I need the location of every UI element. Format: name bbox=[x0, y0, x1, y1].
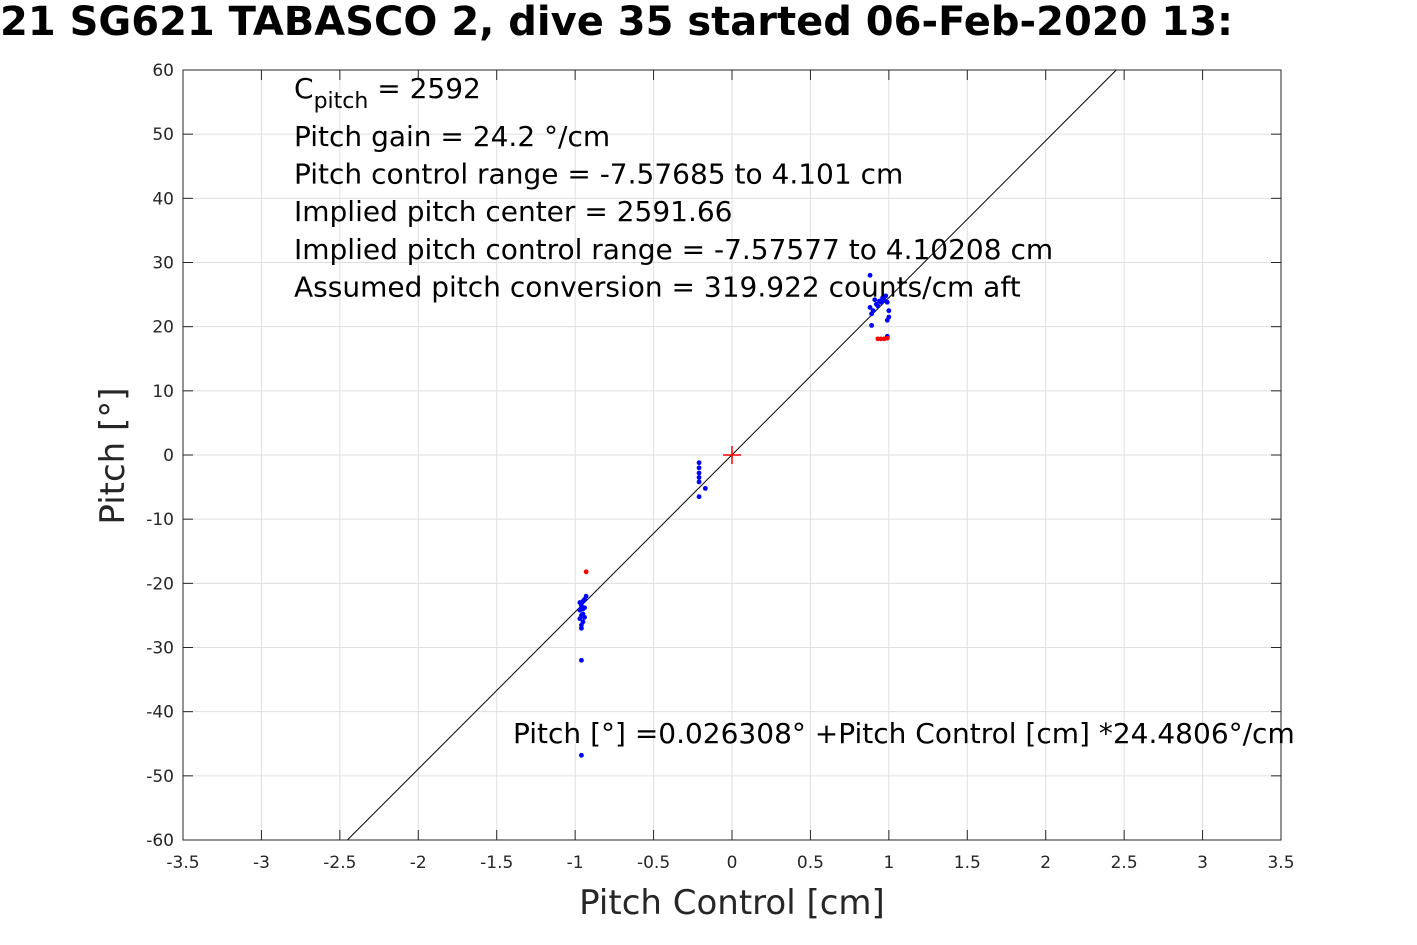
y-tick-label: 50 bbox=[152, 125, 174, 145]
y-tick-label: 30 bbox=[152, 254, 174, 274]
blue-data-point bbox=[696, 479, 702, 485]
y-tick-label: 10 bbox=[152, 382, 174, 402]
blue-data-point bbox=[881, 297, 887, 303]
blue-data-point bbox=[875, 303, 881, 309]
blue-data-point bbox=[883, 293, 889, 299]
blue-data-point bbox=[580, 598, 586, 604]
cpitch-letter: C bbox=[294, 72, 314, 105]
blue-data-point bbox=[696, 460, 702, 466]
x-tick-label: -1.5 bbox=[480, 853, 513, 873]
fit-equation: Pitch [°] =0.026308° +Pitch Control [cm]… bbox=[513, 717, 1295, 750]
blue-data-point bbox=[577, 607, 583, 613]
blue-data-point bbox=[579, 622, 584, 628]
blue-data-point bbox=[696, 475, 702, 480]
x-tick-label: -3.5 bbox=[166, 853, 199, 873]
annotation-line: Implied pitch control range = -7.57577 t… bbox=[294, 233, 1053, 266]
y-axis-label: Pitch [°] bbox=[93, 387, 133, 524]
y-tick-label: -60 bbox=[146, 831, 174, 851]
blue-data-point bbox=[579, 752, 584, 758]
blue-data-point bbox=[582, 614, 587, 620]
cpitch-annotation: Cpitch = 2592 bbox=[294, 72, 481, 114]
red-data-point bbox=[884, 335, 890, 341]
blue-data-point bbox=[583, 593, 589, 599]
x-tick-label: 0 bbox=[727, 853, 738, 873]
blue-data-point bbox=[886, 308, 892, 314]
y-tick-label: -40 bbox=[146, 703, 174, 723]
x-tick-label: 0.5 bbox=[797, 853, 824, 873]
x-axis-ticks: -3.5 -3 -2.5 -2 -1.5 -1 -0.5 0 0.5 1 1.5 2 2.5 3 3.5 bbox=[166, 70, 1295, 873]
blue-data-point bbox=[872, 297, 878, 303]
blue-data-point bbox=[867, 305, 873, 310]
x-tick-label: 3 bbox=[1197, 853, 1208, 873]
chart-title: 21 SG621 TABASCO 2, dive 35 started 06-F… bbox=[0, 0, 1234, 45]
red-data-point bbox=[583, 569, 589, 575]
blue-data-point bbox=[696, 494, 702, 500]
y-tick-label: -20 bbox=[146, 574, 174, 594]
x-tick-label: -0.5 bbox=[637, 853, 670, 873]
annotation-line: Implied pitch center = 2591.66 bbox=[294, 195, 732, 228]
x-tick-label: 3.5 bbox=[1267, 853, 1294, 873]
blue-data-point bbox=[577, 616, 583, 622]
y-tick-label: 0 bbox=[163, 446, 174, 466]
data-points bbox=[577, 272, 892, 758]
x-tick-label: 2 bbox=[1040, 853, 1051, 873]
y-tick-label: 40 bbox=[152, 189, 174, 209]
y-tick-label: -50 bbox=[146, 767, 174, 787]
blue-data-point bbox=[884, 317, 890, 323]
x-tick-label: 1.5 bbox=[954, 853, 981, 873]
x-tick-label: -1 bbox=[567, 853, 584, 873]
svg-text:Cpitch = 2592: Cpitch = 2592 bbox=[294, 72, 481, 114]
cpitch-value: = 2592 bbox=[368, 72, 481, 105]
x-axis-label: Pitch Control [cm] bbox=[579, 883, 885, 923]
annotation-line: Pitch gain = 24.2 °/cm bbox=[294, 120, 610, 153]
y-tick-label: -10 bbox=[146, 510, 174, 530]
x-tick-label: 1 bbox=[883, 853, 894, 873]
annotation-lines: Pitch gain = 24.2 °/cm Pitch control rang… bbox=[294, 120, 1053, 303]
blue-data-point bbox=[696, 470, 702, 476]
blue-data-point bbox=[869, 322, 875, 328]
x-tick-label: -2 bbox=[410, 853, 427, 873]
y-tick-label: 60 bbox=[152, 61, 174, 81]
blue-data-point bbox=[702, 485, 708, 491]
y-axis-ticks: -60 -50 -40 -30 -20 -10 0 10 20 30 40 50 60 bbox=[146, 61, 1281, 851]
blue-data-point bbox=[696, 465, 702, 471]
blue-data-point bbox=[867, 272, 873, 278]
annotation-line: Pitch control range = -7.57685 to 4.101 … bbox=[294, 158, 903, 191]
blue-data-point bbox=[869, 311, 875, 317]
y-tick-label: 20 bbox=[152, 318, 174, 338]
x-tick-label: -3 bbox=[253, 853, 270, 873]
y-tick-label: -30 bbox=[146, 639, 174, 659]
x-tick-label: 2.5 bbox=[1111, 853, 1138, 873]
cpitch-subscript: pitch bbox=[314, 89, 369, 114]
blue-data-point bbox=[579, 657, 584, 663]
x-tick-label: -2.5 bbox=[323, 853, 356, 873]
annotation-line: Assumed pitch conversion = 319.922 count… bbox=[294, 270, 1021, 303]
center-marker-group bbox=[723, 446, 741, 464]
blue-data-point bbox=[582, 605, 587, 611]
